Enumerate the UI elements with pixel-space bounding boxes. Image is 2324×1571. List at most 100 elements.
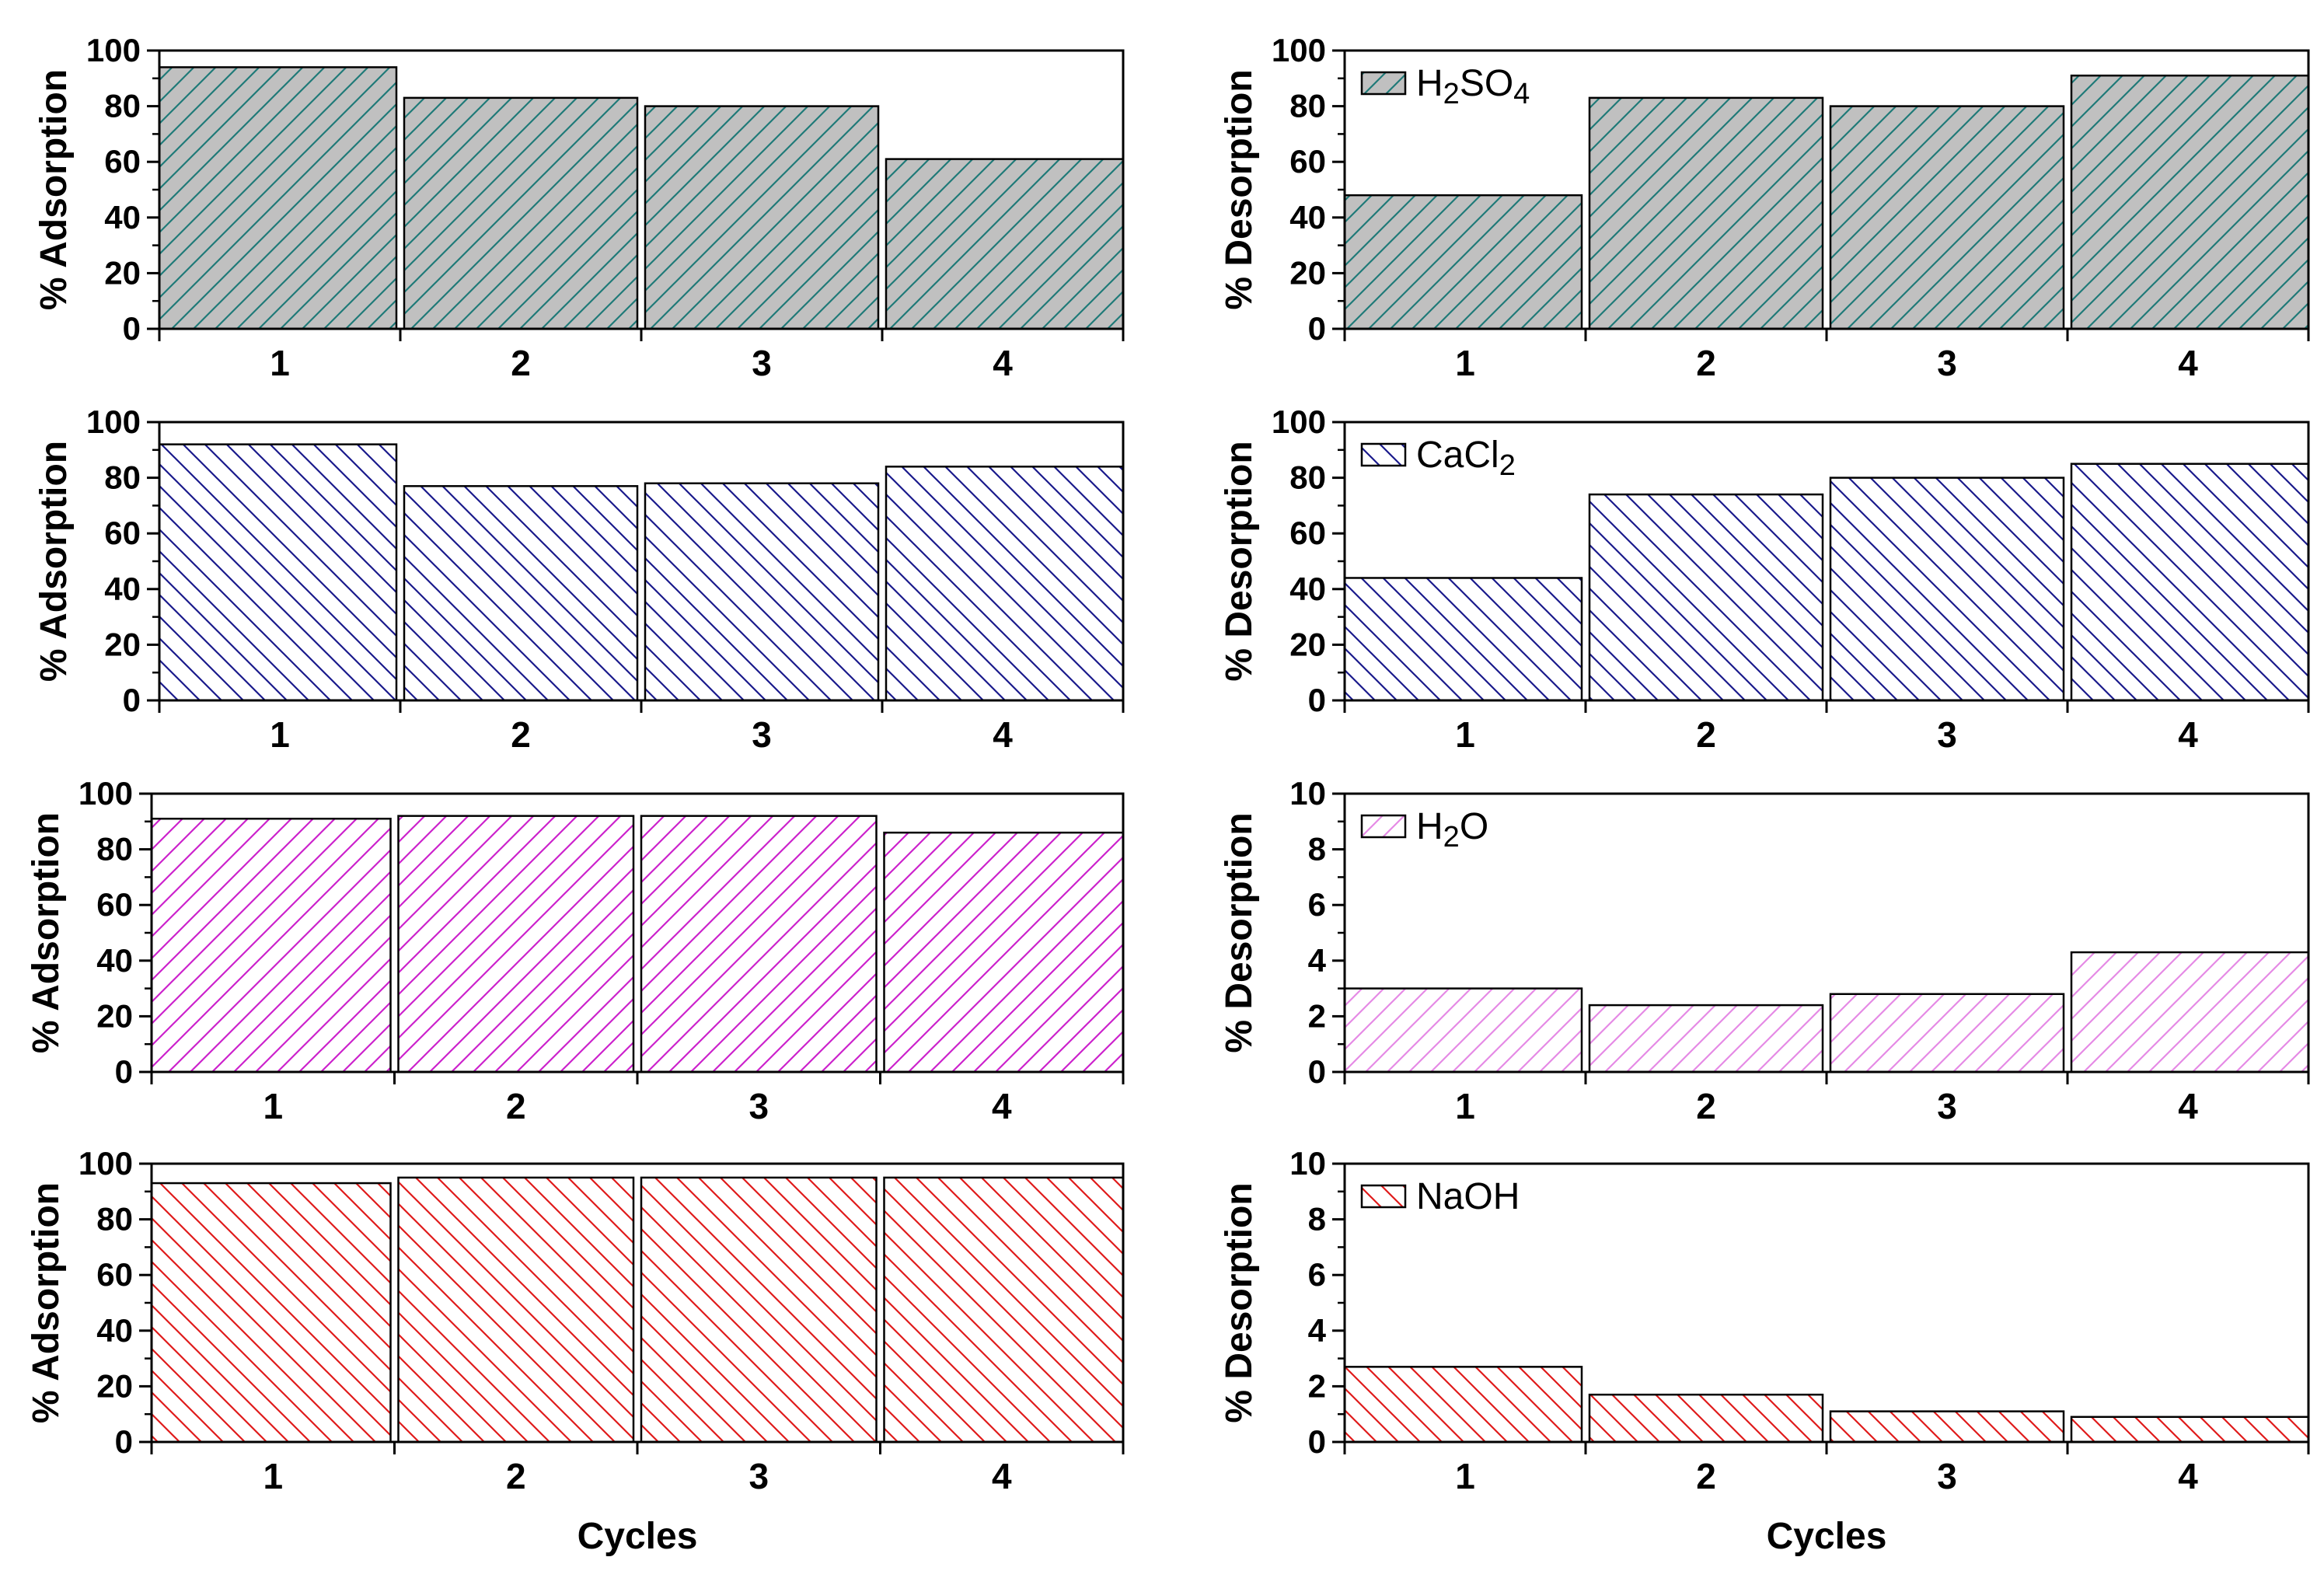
y-tick-label-des-h2so4-100: 100 (1272, 32, 1326, 68)
bar-ads-h2so4-2 (403, 96, 639, 330)
bar-ads-h2so4-1 (158, 66, 398, 330)
x-tick-label-ads-h2so4-3: 3 (752, 343, 772, 383)
y-tick-label-des-naoh-10: 10 (1289, 1145, 1326, 1182)
y-tick-label-ads-h2so4-0: 0 (123, 310, 141, 347)
y-tick-label-des-h2o-2: 2 (1308, 997, 1326, 1034)
y-tick-label-des-h2so4-60: 60 (1289, 143, 1326, 180)
y-tick-label-des-h2o-0: 0 (1308, 1053, 1326, 1090)
x-tick-label-ads-cacl2-2: 2 (511, 714, 531, 755)
y-axis-title-ads-h2so4: % Adsorption (33, 69, 75, 310)
y-tick-label-des-h2so4-80: 80 (1289, 88, 1326, 124)
y-tick-label-des-h2o-4: 4 (1308, 942, 1327, 979)
bar-ads-h2so4-3 (644, 105, 880, 330)
y-tick-label-ads-naoh-20: 20 (96, 1367, 133, 1404)
x-tick-label-des-h2so4-2: 2 (1696, 343, 1716, 383)
bar-des-h2o-3 (1829, 993, 2065, 1074)
bar-ads-naoh-4 (883, 1176, 1125, 1444)
y-tick-label-ads-h2o-60: 60 (96, 886, 133, 923)
x-tick-label-des-h2so4-1: 1 (1455, 343, 1475, 383)
bar-ads-cacl2-4 (885, 466, 1125, 702)
y-tick-label-ads-naoh-60: 60 (96, 1256, 133, 1293)
x-tick-label-des-h2o-4: 4 (2178, 1086, 2198, 1126)
legend-label-des-cacl2: CaCl2 (1416, 435, 1516, 482)
x-tick-label-ads-naoh-2: 2 (506, 1456, 526, 1496)
y-tick-label-ads-naoh-100: 100 (79, 1145, 133, 1182)
bar-ads-cacl2-3 (644, 482, 880, 702)
legend-label-des-naoh: NaOH (1416, 1176, 1520, 1217)
y-tick-label-ads-h2so4-20: 20 (104, 254, 141, 291)
x-tick-label-des-naoh-2: 2 (1696, 1456, 1716, 1496)
x-axis-title-ads-naoh: Cycles (578, 1516, 698, 1557)
panel-des-h2so4: 0 20 40 60 80 100 1 2 3 4 % Desorption H2SO4 (1219, 32, 2310, 383)
y-axis-title-des-naoh: % Desorption (1219, 1182, 1260, 1423)
y-axis-title-ads-h2o: % Adsorption (26, 812, 67, 1053)
y-tick-label-ads-h2o-0: 0 (115, 1053, 133, 1090)
x-tick-label-ads-cacl2-4: 4 (993, 714, 1013, 755)
bar-des-cacl2-2 (1588, 493, 1824, 702)
panel-ads-naoh: 0 20 40 60 80 100 1 2 3 4 % Adsorption Cycles (26, 1145, 1125, 1557)
legend-label-des-h2so4: H2SO4 (1416, 63, 1530, 110)
x-tick-label-ads-h2so4-4: 4 (993, 343, 1013, 383)
y-tick-label-des-cacl2-0: 0 (1308, 682, 1326, 718)
legend-label-des-h2o: H2O (1416, 806, 1488, 854)
x-tick-label-ads-naoh-3: 3 (748, 1456, 769, 1496)
y-tick-label-des-naoh-0: 0 (1308, 1423, 1326, 1460)
y-tick-label-ads-cacl2-100: 100 (86, 403, 141, 440)
x-tick-label-ads-h2o-4: 4 (992, 1086, 1012, 1126)
bar-des-h2o-2 (1588, 1004, 1824, 1074)
x-tick-label-des-h2o-2: 2 (1696, 1086, 1716, 1126)
y-tick-label-ads-cacl2-40: 40 (104, 571, 141, 607)
bar-des-naoh-2 (1588, 1393, 1824, 1444)
panel-ads-cacl2: 0 20 40 60 80 100 1 2 3 4 % Adsorption (33, 403, 1125, 755)
x-tick-label-ads-cacl2-1: 1 (270, 714, 290, 755)
bar-ads-cacl2-1 (158, 443, 398, 702)
bar-ads-h2so4-4 (885, 158, 1125, 330)
y-tick-label-ads-cacl2-0: 0 (123, 682, 141, 718)
bar-ads-h2o-3 (640, 815, 878, 1074)
y-tick-label-ads-cacl2-20: 20 (104, 626, 141, 662)
bar-des-cacl2-4 (2070, 463, 2310, 702)
bar-des-h2o-1 (1343, 987, 1583, 1074)
y-tick-label-des-h2o-10: 10 (1289, 775, 1326, 812)
x-tick-label-des-h2so4-4: 4 (2178, 343, 2198, 383)
legend-swatch-des-cacl2 (1360, 442, 1407, 467)
y-tick-label-ads-h2o-40: 40 (96, 942, 133, 979)
x-tick-label-ads-naoh-1: 1 (263, 1456, 283, 1496)
x-tick-label-ads-cacl2-3: 3 (752, 714, 772, 755)
y-tick-label-des-naoh-2: 2 (1308, 1367, 1326, 1404)
bar-des-cacl2-1 (1343, 577, 1583, 702)
y-tick-label-des-naoh-6: 6 (1308, 1256, 1326, 1293)
y-tick-label-des-naoh-4: 4 (1308, 1312, 1327, 1349)
bar-ads-naoh-3 (640, 1176, 878, 1444)
y-tick-label-des-h2so4-0: 0 (1308, 310, 1326, 347)
y-tick-label-ads-naoh-80: 80 (96, 1201, 133, 1238)
bar-des-cacl2-3 (1829, 477, 2065, 702)
x-tick-label-des-cacl2-2: 2 (1696, 714, 1716, 755)
y-tick-label-des-cacl2-80: 80 (1289, 459, 1326, 496)
x-tick-label-des-cacl2-1: 1 (1455, 714, 1475, 755)
y-tick-label-ads-h2o-80: 80 (96, 831, 133, 868)
bar-ads-cacl2-2 (403, 485, 639, 702)
x-tick-label-des-h2o-3: 3 (1937, 1086, 1957, 1126)
bar-des-h2o-4 (2070, 951, 2310, 1074)
x-axis-title-des-naoh: Cycles (1767, 1516, 1887, 1557)
bar-ads-naoh-1 (150, 1182, 392, 1444)
x-tick-label-des-h2so4-3: 3 (1937, 343, 1957, 383)
x-tick-label-ads-h2o-3: 3 (748, 1086, 769, 1126)
legend-swatch-des-h2o (1360, 814, 1407, 839)
y-tick-label-des-cacl2-100: 100 (1272, 403, 1326, 440)
bar-ads-h2o-2 (397, 815, 635, 1074)
y-axis-title-des-cacl2: % Desorption (1219, 441, 1260, 681)
y-tick-label-des-cacl2-40: 40 (1289, 571, 1326, 607)
x-tick-label-ads-h2so4-2: 2 (511, 343, 531, 383)
y-tick-label-ads-h2so4-80: 80 (104, 88, 141, 124)
panel-des-cacl2: 0 20 40 60 80 100 1 2 3 4 % Desorption CaCl2 (1219, 403, 2310, 755)
y-tick-label-ads-cacl2-60: 60 (104, 515, 141, 551)
panel-ads-h2o: 0 20 40 60 80 100 1 2 3 4 % Adsorption (26, 775, 1125, 1126)
bar-des-h2so4-4 (2070, 74, 2310, 330)
y-tick-label-des-h2o-8: 8 (1308, 831, 1326, 868)
x-tick-label-ads-naoh-4: 4 (992, 1456, 1012, 1496)
